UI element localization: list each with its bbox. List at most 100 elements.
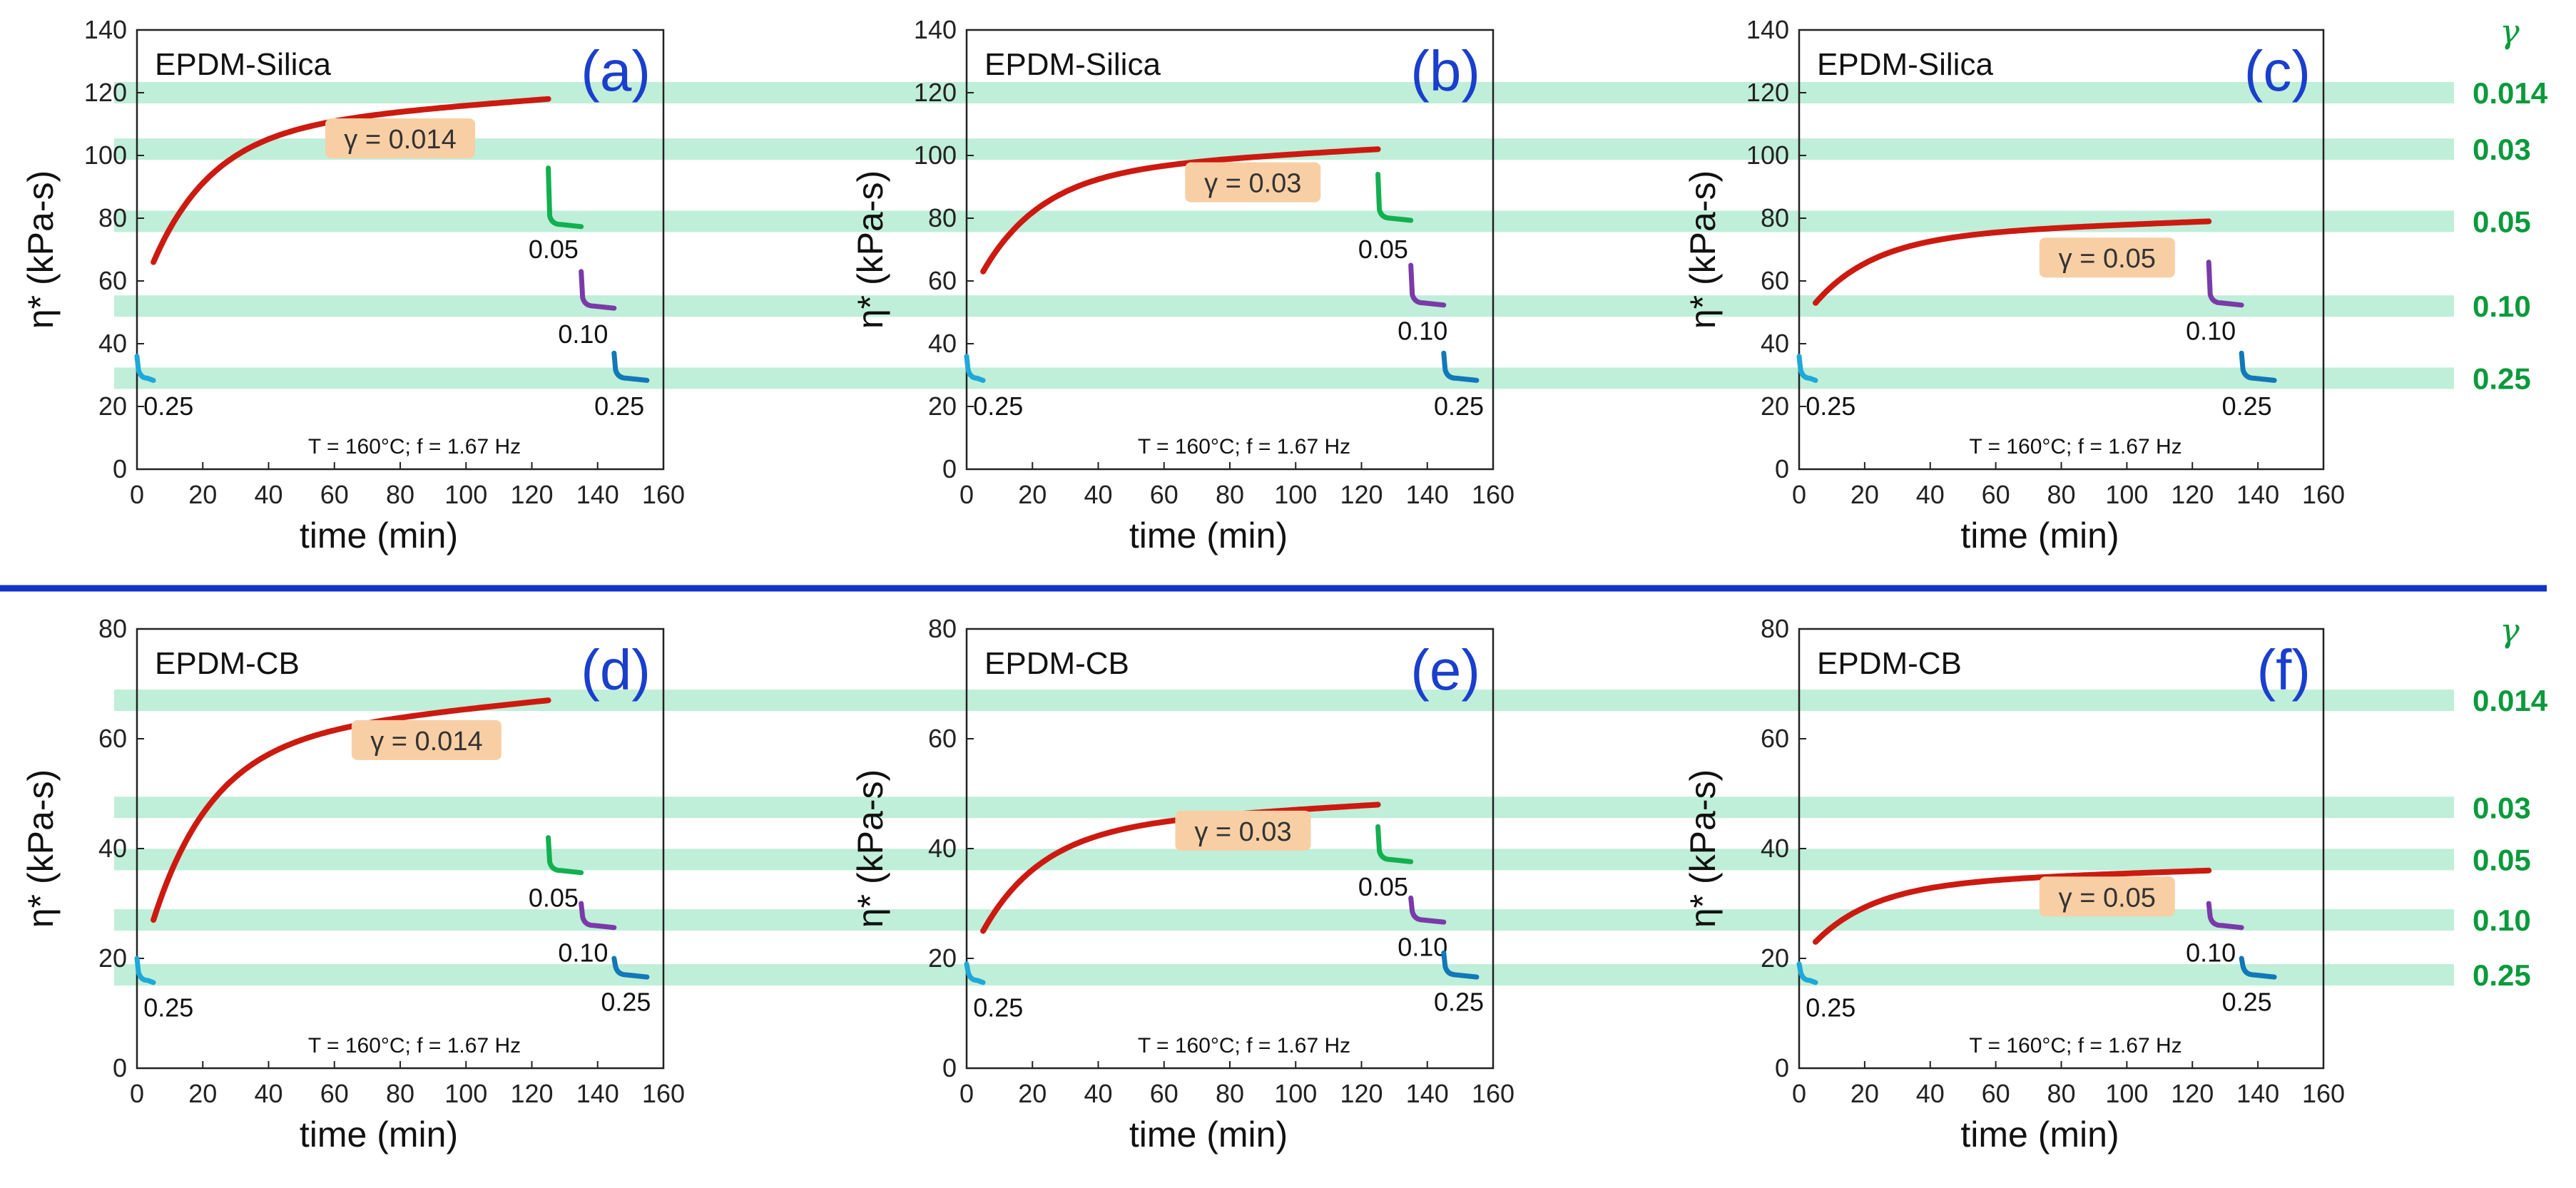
- viscosity-segment-0-25: [1796, 354, 1818, 383]
- right-strain-label: 0.10: [2473, 290, 2531, 323]
- gamma-symbol-label: γ: [2500, 611, 2520, 650]
- x-axis-title: time (min): [1129, 516, 1288, 555]
- viscosity-segment-0-25: [611, 350, 650, 383]
- strain-label-box: [2039, 237, 2175, 278]
- y-tick-label: 0: [113, 454, 127, 483]
- x-tick-label: 20: [1018, 480, 1047, 509]
- segment-strain-label: 0.25: [973, 993, 1023, 1022]
- segment-strain-label: 0.25: [1806, 391, 1855, 421]
- y-tick-label: 120: [914, 78, 957, 107]
- strain-label-main: γ = 0.03: [1204, 169, 1301, 199]
- y-tick-label: 140: [84, 15, 127, 44]
- viscosity-segment-0-10: [1408, 262, 1447, 308]
- x-tick-label: 40: [1084, 1079, 1112, 1108]
- y-tick-label: 40: [98, 834, 127, 863]
- strain-label-main: γ = 0.05: [2059, 244, 2156, 274]
- panel-material-label: EPDM-Silica: [984, 47, 1161, 82]
- y-tick-label: 80: [928, 203, 957, 232]
- segment-strain-label: 0.25: [973, 391, 1023, 421]
- x-axis-title: time (min): [300, 516, 458, 555]
- panel-material-label: EPDM-CB: [984, 646, 1129, 681]
- strain-band: [114, 367, 2454, 389]
- x-tick-label: 160: [2302, 480, 2345, 509]
- y-tick-label: 0: [113, 1053, 127, 1082]
- strain-band: [114, 295, 2454, 317]
- y-tick-label: 40: [1761, 834, 1789, 863]
- right-strain-label: 0.014: [2473, 76, 2548, 110]
- x-tick-label: 100: [1274, 1079, 1317, 1108]
- strain-label-box: [351, 720, 502, 760]
- y-axis-title: η* (kPa-s): [21, 769, 61, 928]
- y-axis-title: η* (kPa-s): [21, 170, 61, 329]
- y-tick-label: 20: [98, 943, 127, 973]
- x-tick-label: 140: [576, 1079, 619, 1108]
- right-strain-label: 0.25: [2473, 958, 2531, 992]
- y-tick-label: 100: [914, 140, 957, 170]
- x-tick-label: 100: [444, 480, 487, 509]
- x-tick-label: 140: [2236, 1079, 2279, 1108]
- x-axis-title: time (min): [1129, 1115, 1288, 1154]
- x-tick-label: 0: [130, 480, 144, 509]
- segment-strain-label: 0.05: [1358, 872, 1408, 901]
- y-tick-label: 120: [84, 78, 127, 107]
- panels-layer: 0 20 40 60 80 100 120 140 160 0 20 40 60 80 100 120 140 t…: [21, 15, 2345, 1154]
- viscosity-segment-0-10: [579, 269, 617, 311]
- segment-strain-label: 0.10: [1398, 316, 1447, 345]
- y-tick-label: 80: [1761, 203, 1789, 232]
- x-tick-label: 40: [254, 480, 282, 509]
- x-tick-label: 80: [386, 1079, 414, 1108]
- panel-material-label: EPDM-Silica: [155, 47, 331, 82]
- viscosity-segment-0-10: [2206, 901, 2244, 931]
- viscosity-segment-0-10: [1408, 895, 1447, 925]
- viscosity-segment-0-05: [546, 835, 584, 876]
- viscosity-segment-0-25: [134, 354, 156, 383]
- x-tick-label: 0: [1792, 480, 1806, 509]
- x-tick-label: 80: [2047, 480, 2075, 509]
- viscosity-segment-0-25: [2239, 350, 2277, 383]
- x-tick-label: 120: [1340, 1079, 1383, 1108]
- x-tick-label: 20: [1850, 480, 1879, 509]
- strain-label-box: [1185, 162, 1321, 203]
- y-tick-label: 40: [928, 329, 957, 358]
- x-tick-label: 60: [1982, 1079, 2010, 1108]
- x-tick-label: 120: [510, 1079, 553, 1108]
- y-tick-label: 100: [1746, 140, 1789, 170]
- viscosity-segment-0-05: [1375, 824, 1414, 864]
- y-axis-title: η* (kPa-s): [850, 170, 890, 329]
- panel-material-label: EPDM-Silica: [1817, 47, 1993, 82]
- viscosity-segment-0-25: [1441, 350, 1480, 383]
- x-tick-label: 40: [1916, 480, 1945, 509]
- x-axis-title: time (min): [300, 1115, 458, 1154]
- x-tick-label: 40: [1084, 480, 1112, 509]
- strain-band: [114, 964, 2454, 986]
- x-tick-label: 80: [1216, 1079, 1244, 1108]
- x-tick-label: 100: [444, 1079, 487, 1108]
- x-axis-title: time (min): [1960, 516, 2119, 555]
- x-tick-label: 160: [1472, 1079, 1514, 1108]
- x-tick-label: 120: [1340, 480, 1383, 509]
- y-tick-label: 60: [1761, 724, 1789, 753]
- y-axis-title: η* (kPa-s): [1683, 170, 1723, 329]
- y-tick-label: 140: [914, 15, 957, 44]
- test-condition-label: T = 160°C; f = 1.67 Hz: [1138, 435, 1350, 459]
- strain-band: [114, 849, 2454, 871]
- chart-panel-e: 0 20 40 60 80 100 120 140 160 0 20 40 60 80 time (min)…: [850, 614, 1514, 1154]
- x-tick-label: 140: [2236, 480, 2279, 509]
- right-strain-label: 0.05: [2473, 205, 2531, 238]
- strain-label-main: γ = 0.05: [2059, 883, 2156, 913]
- right-strain-label: 0.10: [2473, 903, 2531, 937]
- x-tick-label: 60: [1150, 480, 1178, 509]
- strain-label-box: [1175, 810, 1311, 851]
- segment-strain-label: 0.10: [558, 938, 608, 967]
- y-tick-label: 60: [98, 266, 127, 295]
- x-tick-label: 60: [320, 1079, 349, 1108]
- segment-strain-label: 0.25: [1434, 391, 1484, 421]
- panel-material-label: EPDM-CB: [155, 646, 300, 681]
- x-tick-label: 20: [188, 480, 217, 509]
- x-tick-label: 160: [2302, 1079, 2345, 1108]
- y-tick-label: 40: [1761, 329, 1789, 358]
- x-tick-label: 60: [1150, 1079, 1178, 1108]
- x-tick-label: 140: [1406, 480, 1449, 509]
- segment-strain-label: 0.10: [1398, 933, 1447, 962]
- panel-letter: (e): [1410, 638, 1480, 702]
